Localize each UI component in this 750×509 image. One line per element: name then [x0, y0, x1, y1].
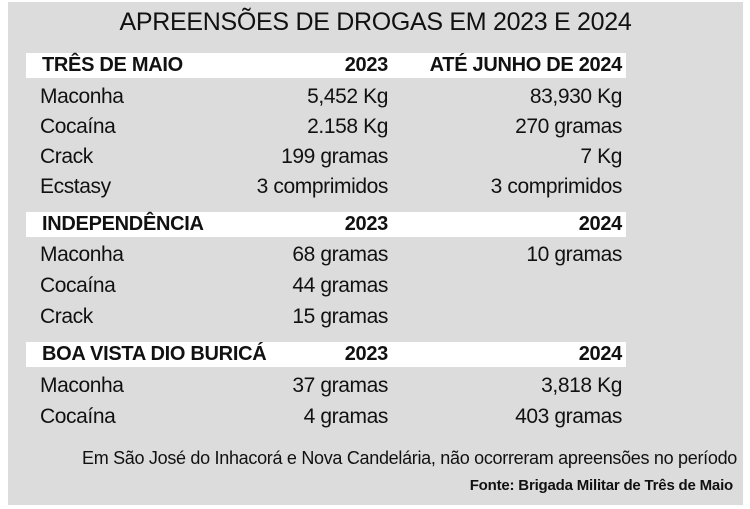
- drug-name: Ecstasy: [40, 175, 111, 198]
- drug-name: Crack: [40, 305, 93, 328]
- section-title: TRÊS DE MAIO: [42, 54, 183, 76]
- section-header-bar: [26, 342, 626, 367]
- drug-name: Maconha: [40, 85, 124, 108]
- column-header-2023: 2023: [344, 54, 389, 76]
- drug-seizure-table: APREENSÕES DE DROGAS EM 2023 E 2024 TRÊS…: [8, 2, 743, 505]
- value-2023: 15 gramas: [292, 305, 388, 328]
- value-2023: 4 gramas: [303, 405, 389, 428]
- column-header-2023: 2023: [344, 343, 389, 365]
- value-2024: 83,930 Kg: [529, 85, 623, 108]
- column-header-2024: ATÉ JUNHO DE 2024: [429, 54, 623, 76]
- table-row: Crack 199 gramas 7 Kg: [8, 142, 743, 172]
- table-row: Ecstasy 3 comprimidos 3 comprimidos: [8, 172, 743, 202]
- section-header-boa-vista-do-burica: BOA VISTA DIO BURICÁ 2023 2024: [8, 342, 743, 372]
- value-2023: 2.158 Kg: [307, 115, 388, 138]
- section-title: BOA VISTA DIO BURICÁ: [42, 343, 267, 365]
- table-row: Crack 15 gramas: [8, 302, 743, 332]
- value-2024: 403 gramas: [515, 405, 622, 428]
- section-header-bar: [26, 53, 626, 78]
- table-row: Cocaína 4 gramas 403 gramas: [8, 402, 743, 432]
- table-row: Cocaína 44 gramas: [8, 271, 743, 301]
- source-credit: Fonte: Brigada Militar de Três de Maio: [469, 477, 733, 494]
- drug-name: Maconha: [40, 243, 124, 266]
- value-2024: 3,818 Kg: [541, 374, 622, 397]
- drug-name: Cocaína: [40, 115, 116, 138]
- table-row: Cocaína 2.158 Kg 270 gramas: [8, 112, 743, 142]
- table-row: Maconha 37 gramas 3,818 Kg: [8, 371, 743, 401]
- section-title: INDEPENDÊNCIA: [42, 213, 204, 235]
- drug-name: Maconha: [40, 374, 124, 397]
- column-header-2024: 2024: [578, 343, 623, 365]
- footnote: Em São José do Inhacorá e Nova Candelári…: [81, 448, 737, 468]
- column-header-2023: 2023: [344, 213, 389, 235]
- value-2024: 3 comprimidos: [490, 175, 623, 198]
- table-row: Maconha 5,452 Kg 83,930 Kg: [8, 82, 743, 112]
- table-title: APREENSÕES DE DROGAS EM 2023 E 2024: [119, 8, 632, 36]
- value-2023: 44 gramas: [292, 274, 388, 297]
- section-header-tres-de-maio: TRÊS DE MAIO 2023 ATÉ JUNHO DE 2024: [8, 53, 743, 83]
- drug-name: Cocaína: [40, 274, 116, 297]
- value-2023: 3 comprimidos: [256, 175, 389, 198]
- value-2024: 270 gramas: [515, 115, 622, 138]
- column-header-2024: 2024: [578, 213, 623, 235]
- value-2024: 10 gramas: [526, 243, 622, 266]
- section-header-independencia: INDEPENDÊNCIA 2023 2024: [8, 212, 743, 242]
- value-2024: 7 Kg: [580, 145, 622, 168]
- table-row: Maconha 68 gramas 10 gramas: [8, 240, 743, 270]
- drug-name: Crack: [40, 145, 93, 168]
- drug-name: Cocaína: [40, 405, 116, 428]
- value-2023: 199 gramas: [281, 145, 388, 168]
- value-2023: 37 gramas: [292, 374, 388, 397]
- value-2023: 5,452 Kg: [307, 85, 388, 108]
- value-2023: 68 gramas: [292, 243, 388, 266]
- section-header-bar: [26, 212, 626, 237]
